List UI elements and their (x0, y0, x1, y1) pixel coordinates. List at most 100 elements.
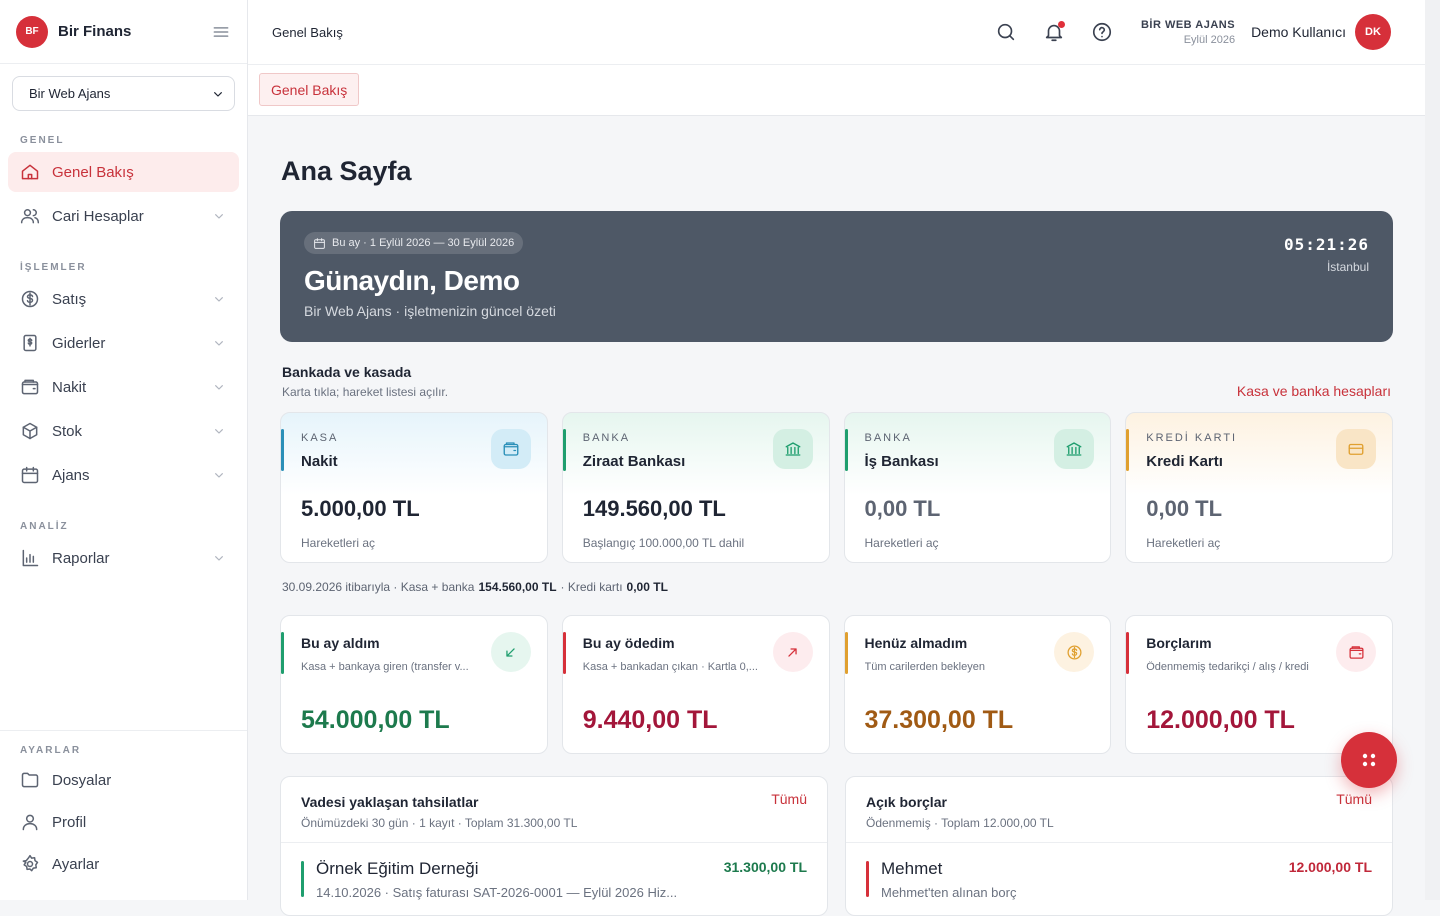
row-detail: Mehmet'ten alınan borç (881, 885, 1017, 900)
balance-card[interactable]: KASA Nakit 5.000,00 TL Hareketleri aç (280, 412, 548, 563)
metric-subtitle: Tüm carilerden bekleyen (864, 661, 985, 673)
icon (20, 548, 40, 568)
metric-card[interactable]: Henüz almadım Tüm carilerden bekleyen 37.3… (843, 615, 1112, 754)
badge-text: Bu ay · 1 Eylül 2026 — 30 Eylül 2026 (332, 237, 515, 249)
card-icon (1336, 429, 1376, 469)
icon (784, 644, 801, 661)
row-text: Mehmet Mehmet'ten alınan borç (866, 859, 1016, 900)
nav-item[interactable]: Cari Hesaplar (8, 196, 239, 236)
icon (211, 467, 227, 483)
balance-card[interactable]: BANKA Ziraat Bankası 149.560,00 TL Başlangı… (561, 412, 830, 563)
metric-card[interactable]: Borçlarım Ödenmemiş tedarikçi / alış / kr… (1125, 615, 1393, 754)
icon (502, 440, 520, 458)
summary-amount: 0,00 TL (626, 580, 668, 594)
icon (995, 21, 1017, 43)
metric-subtitle: Ödenmemiş tedarikçi / alış / kredi (1146, 661, 1309, 673)
card-icon (1054, 429, 1095, 469)
icon-svg (21, 379, 39, 395)
balance-summary: 30.09.2026 itibarıyla · Kasa + banka 154.… (282, 580, 1393, 594)
section-link[interactable]: Kasa ve banka hesapları (1236, 383, 1391, 399)
icon (502, 644, 519, 661)
icon-svg (1348, 443, 1364, 455)
nav-label: Ayarlar (52, 855, 100, 873)
user-avatar[interactable]: DK (1355, 14, 1391, 50)
nav-section-title: ANALİZ (20, 521, 69, 532)
balance-card[interactable]: KREDİ KARTI Kredi Kartı 0,00 TL Hareketleri… (1125, 412, 1393, 563)
icon (1043, 21, 1065, 43)
list-title: Vadesi yaklaşan tahsilatlar (301, 794, 479, 810)
icon-svg (20, 209, 40, 224)
card-icon (490, 632, 531, 672)
tab[interactable]: Genel Bakış (259, 73, 360, 106)
metric-amount: 37.300,00 TL (864, 706, 1014, 734)
section-text: Bankada ve kasada Karta tıkla; hareket li… (282, 364, 448, 399)
icon (784, 440, 802, 458)
header-icon-button[interactable] (1043, 21, 1065, 43)
row-amount: 12.000,00 TL (1288, 859, 1372, 875)
nav-item[interactable]: Stok (8, 411, 239, 451)
account-name: Nakit (301, 453, 338, 470)
icon (20, 377, 40, 397)
nav-item[interactable]: Nakit (8, 367, 239, 407)
nav-item[interactable]: Ajans (8, 455, 239, 495)
icon (20, 333, 40, 353)
icon-svg (785, 442, 800, 456)
company-info: BİR WEB AJANS Eylül 2026 (1141, 19, 1235, 46)
icon-svg (1045, 24, 1063, 42)
row-accent (866, 861, 869, 897)
menu-toggle[interactable] (211, 22, 231, 42)
header-icon-button[interactable] (995, 21, 1017, 43)
nav-label: Cari Hesaplar (52, 207, 144, 225)
nav-label: Raporlar (52, 549, 110, 567)
icon (20, 206, 40, 226)
account-balance: 0,00 TL (1146, 496, 1223, 521)
balance-card[interactable]: BANKA İş Bankası 0,00 TL Hareketleri aç (843, 412, 1112, 563)
list-link[interactable]: Tümü (771, 791, 807, 807)
row-accent (301, 861, 304, 897)
nav-item[interactable]: Ayarlar (8, 844, 239, 884)
greeting-banner: Bu ay · 1 Eylül 2026 — 30 Eylül 2026 Güna… (280, 211, 1393, 342)
accent-bar (562, 632, 566, 674)
metric-card[interactable]: Bu ay ödedim Kasa + bankadan çıkan · Kart… (561, 615, 830, 754)
quick-actions-button[interactable] (1341, 732, 1397, 788)
clock: 05:21:26 İstanbul (1284, 235, 1369, 274)
icon (1066, 644, 1083, 661)
metric-card[interactable]: Bu ay aldım Kasa + bankaya giren (transfe… (280, 615, 548, 754)
icon-svg (213, 26, 229, 37)
icon-svg (314, 237, 325, 249)
page-title: Ana Sayfa (281, 156, 412, 186)
account-note: Hareketleri aç (864, 536, 939, 550)
icon-svg (788, 647, 797, 657)
metric-title: Bu ay aldım (301, 635, 380, 651)
card-icon (490, 429, 531, 469)
summary-amount: 154.560,00 TL (478, 580, 557, 594)
list-row[interactable]: Mehmet Mehmet'ten alınan borç 12.000,00 TL (846, 843, 1392, 916)
sidebar-footer: AYARLAR Dosyalar Profil Ayarlar (0, 730, 247, 900)
notification-dot (1057, 21, 1065, 28)
workspace-select[interactable]: Bir Web Ajans (12, 76, 235, 111)
row-text: Örnek Eğitim Derneği 14.10.2026 · Satış f… (301, 859, 677, 900)
nav-item[interactable]: Profil (8, 802, 239, 842)
greeting: Günaydın, Demo (304, 264, 520, 296)
row-name: Mehmet (881, 859, 943, 878)
nav-item[interactable]: Giderler (8, 323, 239, 363)
clock-time: 05:21:26 (1283, 235, 1369, 254)
list-panel: Açık borçlar Ödenmemiş · Toplam 12.000,00… (845, 776, 1393, 916)
icon-svg (23, 334, 37, 352)
summary-text: · Kredi kartı (560, 580, 623, 594)
icon-svg (21, 466, 39, 484)
brand-name: Bir Finans (58, 23, 132, 40)
nav-item[interactable]: Raporlar (8, 538, 239, 578)
icon (1065, 440, 1083, 458)
nav-label: Satış (52, 290, 87, 308)
header-icon-button[interactable] (1091, 21, 1113, 43)
nav-item[interactable]: Genel Bakış (8, 152, 239, 192)
nav-item[interactable]: Dosyalar (8, 760, 239, 800)
list-row[interactable]: Örnek Eğitim Derneği 14.10.2026 · Satış f… (281, 843, 827, 916)
icon (211, 208, 227, 224)
icon-svg (22, 854, 39, 872)
nav-item[interactable]: Satış (8, 279, 239, 319)
accent-bar (281, 632, 284, 674)
list-link[interactable]: Tümü (1336, 791, 1372, 807)
list-subtitle: Önümüzdeki 30 gün · 1 kayıt · Toplam 31.… (301, 816, 578, 830)
